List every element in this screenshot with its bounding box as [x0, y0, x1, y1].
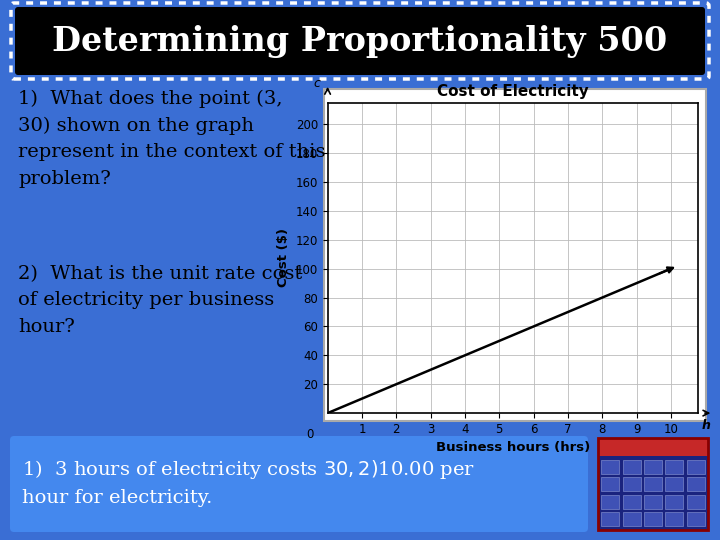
Title: Cost of Electricity: Cost of Electricity [437, 84, 589, 99]
Bar [687, 512, 705, 526]
Text: h: h [702, 419, 711, 432]
Bar [598, 438, 708, 456]
Bar [665, 460, 683, 474]
Bar [644, 495, 662, 509]
Bar [687, 460, 705, 474]
Text: 1)  3 hours of electricity costs $30, 2)  $10.00 per
hour for electricity.: 1) 3 hours of electricity costs $30, 2) … [22, 458, 475, 508]
Text: Determining Proportionality 500: Determining Proportionality 500 [53, 24, 667, 57]
Bar [623, 495, 641, 509]
Text: 0: 0 [307, 428, 314, 441]
Bar [598, 438, 708, 530]
Bar [601, 460, 619, 474]
X-axis label: Business hours (hrs): Business hours (hrs) [436, 441, 590, 454]
Bar [665, 477, 683, 491]
Bar [644, 477, 662, 491]
Bar [687, 495, 705, 509]
Text: 2)  What is the unit rate cost
of electricity per business
hour?: 2) What is the unit rate cost of electri… [18, 265, 302, 336]
Bar [623, 512, 641, 526]
Bar [644, 460, 662, 474]
Bar [665, 512, 683, 526]
Bar [687, 477, 705, 491]
Bar [598, 456, 708, 530]
Bar [601, 512, 619, 526]
Text: c: c [313, 77, 320, 90]
Bar [644, 512, 662, 526]
FancyBboxPatch shape [324, 89, 706, 421]
Bar [601, 477, 619, 491]
Y-axis label: Cost ($): Cost ($) [277, 228, 290, 287]
FancyBboxPatch shape [10, 436, 588, 532]
Bar [601, 495, 619, 509]
FancyBboxPatch shape [15, 7, 705, 75]
Bar [623, 460, 641, 474]
Bar [623, 477, 641, 491]
Bar [665, 495, 683, 509]
Text: 1)  What does the point (3,
30) shown on the graph
represent in the context of t: 1) What does the point (3, 30) shown on … [18, 90, 325, 188]
